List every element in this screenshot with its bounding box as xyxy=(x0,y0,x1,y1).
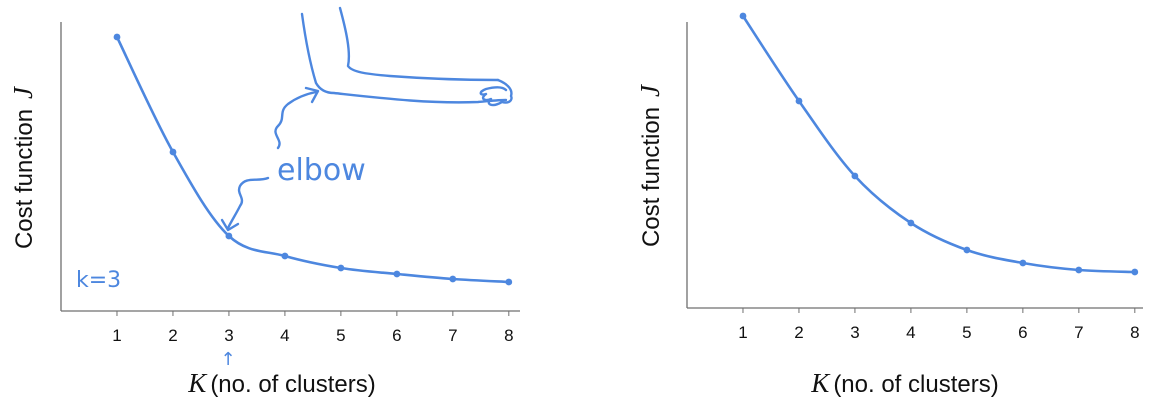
x-tick-label: 8 xyxy=(504,326,513,345)
data-point xyxy=(281,252,289,260)
data-point xyxy=(169,148,177,156)
data-point xyxy=(393,270,401,278)
chart-elbow-ambiguous: 1 2 3 4 5 6 7 8 Cost functionJ K (no. of cluster… xyxy=(635,12,1143,398)
k3-tick-arrow: ↑ xyxy=(220,349,235,370)
x-tick-label: 7 xyxy=(1074,323,1083,342)
data-point xyxy=(337,264,345,272)
x-axis-title: K (no. of clusters) xyxy=(810,368,998,398)
x-tick-label: 1 xyxy=(738,323,747,342)
data-point xyxy=(225,232,233,240)
data-point xyxy=(113,33,121,41)
x-tick-label: 2 xyxy=(168,326,177,345)
arm-sketch-drawing xyxy=(300,6,513,107)
data-series xyxy=(739,12,1139,276)
data-point xyxy=(907,219,915,227)
cost-curve-line xyxy=(741,14,1137,274)
x-tick-label: 4 xyxy=(906,323,915,342)
data-point xyxy=(1131,268,1139,276)
x-axis-ticks: 1 2 3 4 5 6 7 8 xyxy=(738,308,1140,342)
data-point xyxy=(505,278,513,286)
x-axis-title: K (no. of clusters) xyxy=(187,368,375,398)
data-point xyxy=(739,12,747,20)
x-tick-label: 5 xyxy=(336,326,345,345)
data-point xyxy=(1075,266,1083,274)
y-axis-title: Cost functionJ xyxy=(635,83,665,247)
x-tick-label: 7 xyxy=(448,326,457,345)
x-tick-label: 3 xyxy=(850,323,859,342)
data-point xyxy=(795,97,803,105)
data-point xyxy=(851,172,859,180)
x-tick-label: 6 xyxy=(1018,323,1027,342)
data-point xyxy=(1019,259,1027,267)
chart-elbow-clear: 1 2 3 4 5 6 7 8 Cost functionJ K (no. of cluster… xyxy=(8,6,520,398)
x-tick-label: 6 xyxy=(392,326,401,345)
elbow-point-arrow xyxy=(220,176,270,232)
data-point xyxy=(963,246,971,254)
data-series xyxy=(113,33,513,286)
x-tick-label: 5 xyxy=(962,323,971,342)
y-axis-title: Cost functionJ xyxy=(8,85,38,249)
data-point xyxy=(449,275,457,283)
elbow-annotation: elbow xyxy=(277,153,366,188)
x-axis-ticks: 1 2 3 4 5 6 7 8 xyxy=(112,311,514,345)
k-equals-3-note: k=3 xyxy=(76,268,121,293)
x-tick-label: 8 xyxy=(1130,323,1139,342)
x-tick-label: 4 xyxy=(280,326,289,345)
x-tick-label: 1 xyxy=(112,326,121,345)
arm-elbow-arrow xyxy=(274,86,320,150)
x-tick-label: 2 xyxy=(794,323,803,342)
x-tick-label: 3 xyxy=(224,326,233,345)
